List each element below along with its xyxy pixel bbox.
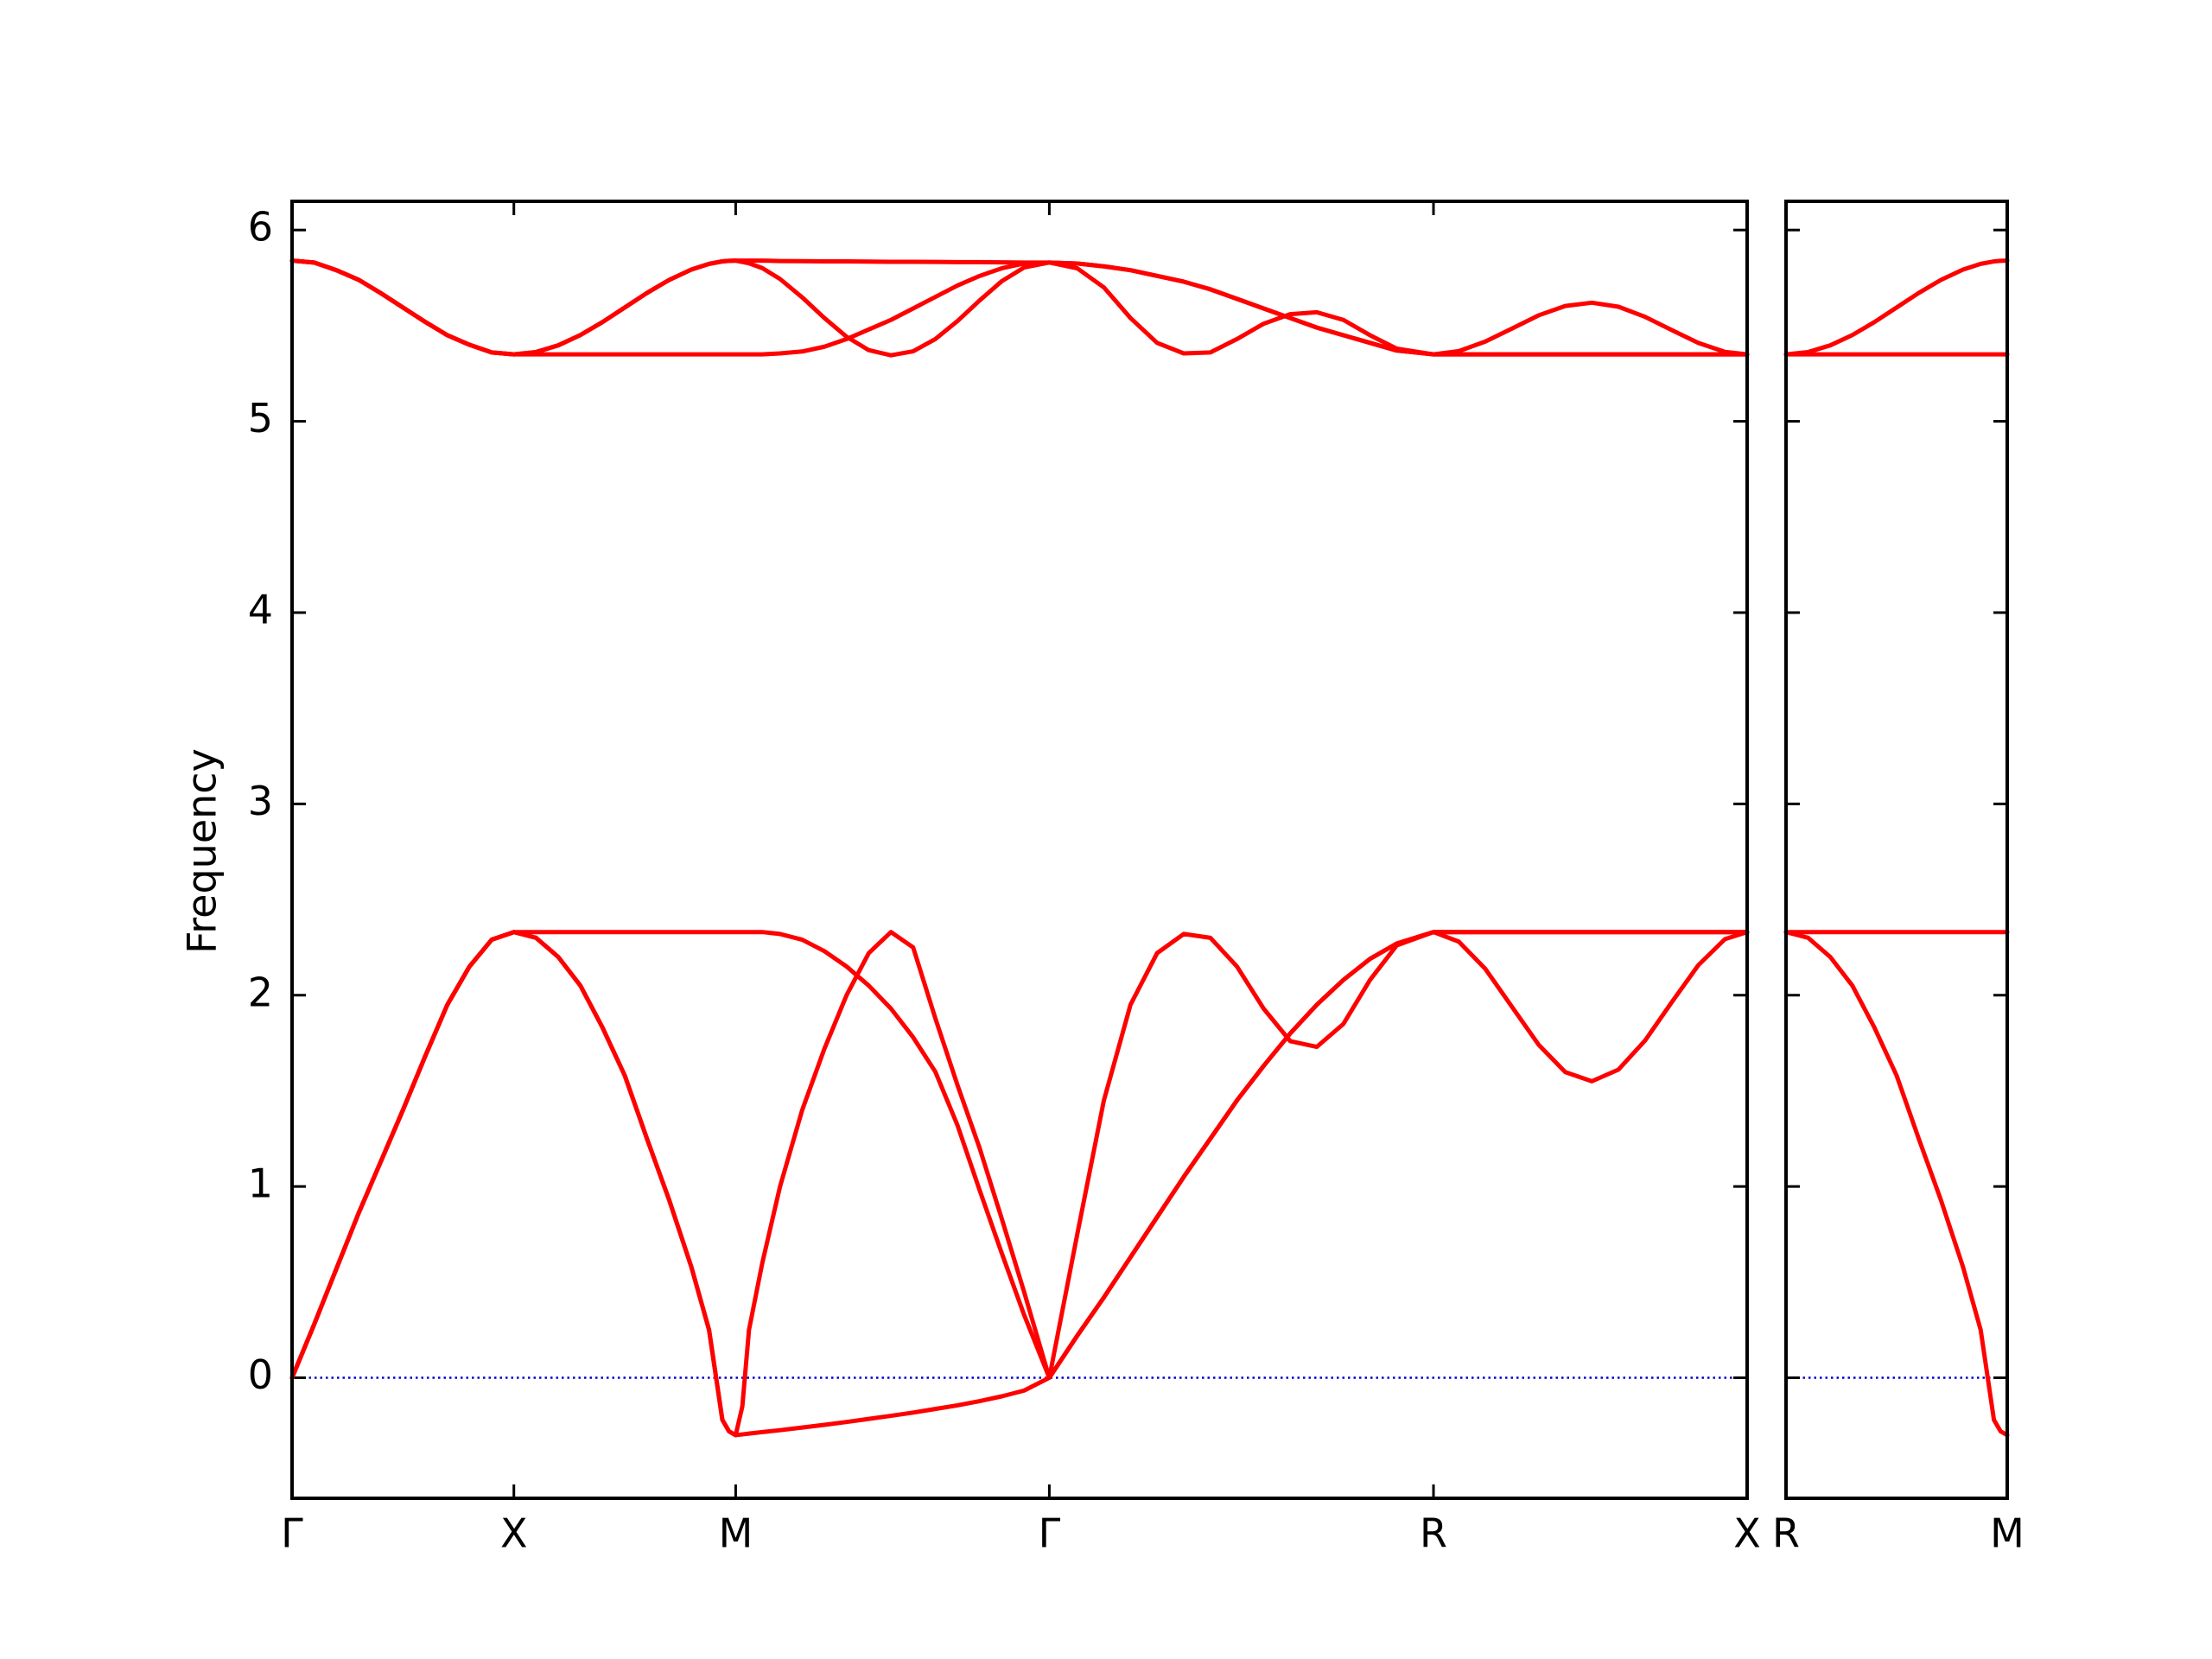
band-line bbox=[289, 258, 1750, 358]
y-tick-label: 3 bbox=[248, 778, 273, 824]
x-tick-label: M bbox=[719, 1510, 753, 1557]
x-tick-label: Γ bbox=[1039, 1510, 1061, 1557]
x-tick-label: M bbox=[1990, 1510, 2024, 1557]
band-line bbox=[1783, 930, 2010, 1438]
y-tick-label: 0 bbox=[248, 1351, 273, 1398]
y-tick-label: 1 bbox=[248, 1160, 273, 1207]
x-tick-label: Γ bbox=[281, 1510, 303, 1557]
x-tick-label: R bbox=[1420, 1510, 1447, 1557]
y-tick-label: 5 bbox=[248, 395, 273, 442]
plot-frame bbox=[1784, 200, 2009, 1500]
y-axis-label: Frequency bbox=[179, 748, 226, 954]
y-tick-label: 4 bbox=[248, 586, 273, 632]
band-line bbox=[289, 930, 1750, 1381]
plot-frame bbox=[290, 200, 1749, 1500]
y-tick-label: 2 bbox=[248, 969, 273, 1015]
x-tick-label: R bbox=[1772, 1510, 1800, 1557]
band-line bbox=[1783, 258, 2010, 357]
y-tick-label: 6 bbox=[248, 204, 273, 251]
x-tick-label: X bbox=[500, 1510, 528, 1557]
x-tick-label: X bbox=[1733, 1510, 1761, 1557]
